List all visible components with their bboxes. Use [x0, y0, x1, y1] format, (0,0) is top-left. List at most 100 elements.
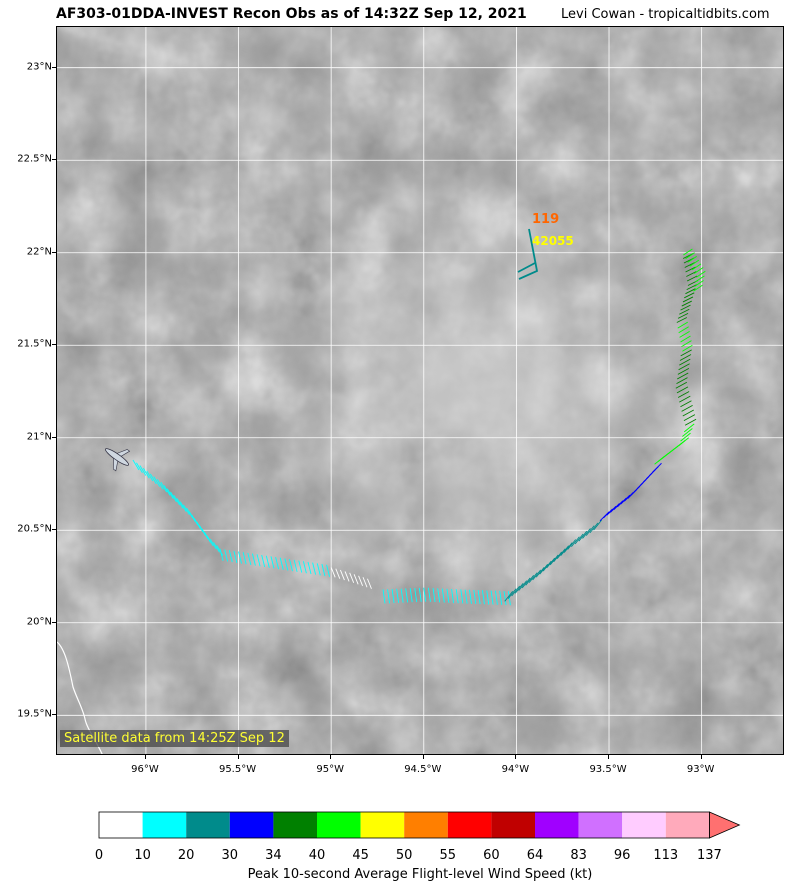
colorbar-swatch	[665, 812, 710, 838]
colorbar-swatch	[186, 812, 230, 838]
wind-barb	[560, 545, 570, 556]
wind-barb	[284, 558, 289, 571]
wind-barb	[617, 497, 627, 508]
wind-barb	[606, 505, 617, 516]
lon-tick-label: 94°W	[501, 764, 530, 775]
lon-tick-mark	[330, 755, 332, 759]
wind-barb	[460, 589, 464, 604]
wind-barb	[677, 391, 690, 398]
wind-barb	[613, 500, 624, 510]
colorbar-tick-label: 10	[134, 848, 151, 863]
wind-barb	[685, 252, 695, 260]
colorbar-tick-label: 55	[439, 848, 457, 863]
wind-barb	[689, 259, 700, 267]
wind-barb	[578, 530, 588, 542]
wind-barb	[176, 498, 184, 509]
colorbar-tick-label: 40	[308, 848, 326, 863]
lon-tick-label: 93.5°W	[589, 764, 627, 775]
wind-barb	[685, 288, 696, 295]
satellite-map: 119 42055	[57, 27, 783, 754]
colorbar-swatch	[273, 812, 317, 838]
wind-barb	[307, 561, 312, 575]
wind-barb	[409, 588, 413, 603]
wind-barb	[265, 555, 270, 568]
wind-barb	[275, 556, 280, 570]
wind-barb	[684, 418, 697, 426]
colorbar-swatch	[142, 812, 187, 838]
wind-barb	[367, 578, 372, 589]
wind-barb	[532, 569, 542, 581]
wind-barb	[382, 589, 386, 604]
wind-barb	[682, 409, 694, 417]
wind-barb	[486, 590, 490, 605]
wind-barb	[525, 575, 535, 586]
lat-tick-mark	[52, 621, 56, 623]
lon-tick-mark	[700, 755, 702, 759]
wind-barb	[681, 300, 692, 307]
wind-barb	[683, 248, 693, 256]
lat-tick-label: 20.5°N	[17, 523, 52, 535]
colorbar-swatch	[99, 812, 143, 838]
colorbar-tick-label: 137	[696, 848, 722, 863]
wind-barb	[535, 566, 545, 578]
wind-barb	[233, 550, 238, 563]
wind-barb	[256, 554, 261, 567]
wind-barb	[507, 591, 511, 606]
wind-barb	[693, 284, 703, 292]
wind-barb	[677, 312, 689, 319]
wind-barb	[620, 494, 631, 505]
wind-barb	[693, 267, 704, 274]
lon-tick-label: 95°W	[316, 764, 344, 775]
wind-barb	[685, 266, 696, 273]
wind-barb	[316, 563, 321, 576]
wind-barb	[574, 533, 584, 545]
colorbar-swatch	[404, 812, 448, 838]
wind-barb	[400, 588, 404, 603]
wind-barb	[362, 577, 368, 588]
colorbar-tick-label: 113	[653, 848, 679, 863]
wind-barb	[521, 577, 531, 589]
wind-barb	[553, 551, 563, 563]
lat-tick-label: 19.5°N	[17, 708, 52, 720]
wind-barb	[494, 590, 498, 605]
wind-barb	[684, 262, 695, 268]
dropsonde-wind-barb	[517, 262, 536, 273]
colorbar-tick-label: 34	[265, 848, 282, 863]
dropsonde-marker	[517, 228, 539, 280]
wind-barb	[396, 588, 400, 603]
wind-barb	[353, 574, 359, 585]
lat-tick-mark	[52, 251, 56, 253]
wind-barb	[427, 587, 431, 602]
wind-barbs-track	[132, 248, 706, 606]
lon-tick-mark	[144, 755, 146, 759]
wind-barb	[681, 404, 693, 412]
wind-barb	[160, 481, 168, 493]
wind-barb	[682, 428, 693, 437]
wind-barb	[451, 588, 455, 604]
wind-barb	[209, 538, 217, 550]
lat-tick-label: 23°N	[26, 61, 52, 73]
wind-barb	[312, 562, 317, 575]
map-panel[interactable]: 119 42055	[56, 26, 784, 755]
lat-tick-mark	[52, 344, 56, 346]
wind-barb	[298, 560, 303, 573]
lon-tick-mark	[237, 755, 239, 759]
wind-barb	[481, 590, 485, 605]
cloud-mass	[257, 167, 717, 607]
wind-barb	[213, 542, 220, 553]
wind-barb	[405, 588, 409, 603]
wind-barb	[567, 539, 577, 550]
wind-barb	[679, 308, 690, 315]
wind-barb	[224, 549, 229, 562]
wind-barb	[542, 560, 552, 572]
colorbar-swatch	[535, 812, 579, 838]
wind-barb	[549, 554, 559, 566]
wind-barb	[302, 561, 307, 574]
lon-tick-mark	[608, 755, 610, 759]
wind-barb	[183, 504, 190, 516]
wind-barb	[676, 377, 688, 385]
wind-barb	[679, 358, 691, 366]
lat-tick-label: 21.5°N	[17, 338, 52, 350]
wind-barb	[675, 381, 688, 389]
dropsonde-pressure-label: 119	[532, 212, 559, 227]
